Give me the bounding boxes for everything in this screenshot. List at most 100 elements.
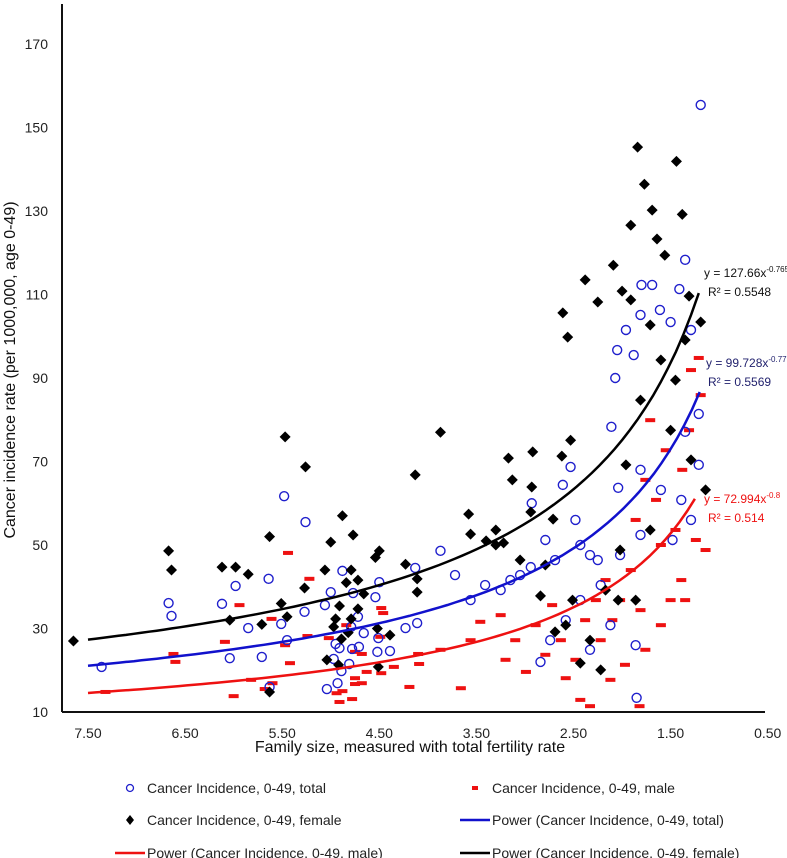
data-point-total: [384, 645, 396, 657]
data-point-total: [540, 534, 551, 546]
data-point-female: [685, 454, 697, 466]
legend-label: Power (Cancer Incidence, 0-49, female): [492, 845, 740, 858]
data-point-female: [400, 558, 412, 570]
data-point-total: [685, 514, 697, 526]
data-point-total: [353, 641, 365, 653]
data-point-female: [592, 296, 604, 308]
data-point-male: [350, 676, 361, 681]
data-point-female: [333, 600, 345, 612]
data-point-male: [356, 651, 367, 656]
data-point-total: [646, 279, 658, 291]
data-point-total: [243, 622, 254, 634]
data-point-male: [280, 643, 291, 648]
data-point-total: [372, 646, 383, 658]
data-point-male: [495, 613, 506, 618]
x-tick-label: 1.50: [657, 725, 684, 741]
data-point-female: [560, 619, 572, 631]
data-point-male: [640, 477, 651, 482]
data-point-total: [358, 627, 369, 639]
trendline-male: [87, 498, 696, 695]
data-point-total: [636, 279, 647, 291]
data-point-male: [547, 603, 558, 608]
equation-base: y = 72.994x: [704, 492, 766, 506]
data-point-male: [520, 669, 531, 674]
legend-diamond-icon: [85, 813, 145, 827]
data-point-female: [620, 459, 632, 471]
data-point-total: [695, 99, 706, 111]
legend-item: Cancer Incidence, 0-49, female: [85, 812, 342, 828]
data-point-female: [498, 537, 510, 549]
data-point-female: [676, 208, 688, 220]
data-point-total: [373, 632, 384, 644]
y-tick-label: 90: [32, 370, 48, 386]
x-tick-label: 2.50: [560, 725, 587, 741]
data-point-female: [281, 611, 293, 623]
data-point-total: [630, 640, 641, 651]
legend-label: Power (Cancer Incidence, 0-49, total): [492, 812, 724, 828]
data-point-female: [634, 394, 646, 406]
trendline-equation: y = 99.728x-0.771: [706, 355, 787, 370]
data-point-female: [549, 626, 561, 638]
data-point-female: [490, 524, 502, 536]
data-point-female: [352, 574, 364, 586]
data-point-total: [256, 651, 268, 663]
data-point-male: [228, 694, 239, 699]
data-point-female: [526, 481, 538, 493]
data-point-female: [465, 528, 477, 540]
data-point-total: [410, 562, 421, 574]
legend-item: Power (Cancer Incidence, 0-49, male): [85, 845, 383, 858]
data-point-total: [685, 324, 697, 336]
data-point-female: [565, 434, 577, 446]
data-point-female: [345, 613, 357, 625]
data-point-female: [67, 635, 79, 647]
data-point-total: [319, 599, 331, 611]
data-point-male: [660, 448, 671, 453]
data-point-total: [544, 634, 556, 646]
data-point-male: [655, 623, 666, 628]
data-point-female: [336, 510, 348, 522]
data-point-female: [700, 484, 712, 496]
data-point-total: [674, 283, 685, 295]
data-point-female: [325, 536, 337, 548]
data-point-female: [319, 564, 331, 576]
data-point-total: [606, 421, 617, 433]
y-tick-label: 170: [25, 36, 49, 52]
data-point-female: [625, 294, 637, 306]
data-point-female: [352, 603, 364, 615]
x-tick-label: 3.50: [463, 725, 490, 741]
data-point-male: [680, 598, 691, 603]
data-point-total: [575, 539, 586, 551]
data-point-male: [234, 603, 245, 608]
legend-label: Power (Cancer Incidence, 0-49, male): [147, 845, 383, 858]
data-point-female: [279, 431, 291, 443]
data-point-total: [276, 618, 287, 630]
data-point-total: [346, 643, 358, 655]
data-point-male: [580, 618, 591, 623]
data-point-female: [630, 594, 642, 606]
data-point-total: [526, 498, 537, 509]
legend-dash-icon: [430, 781, 490, 795]
data-point-total: [300, 516, 311, 528]
data-point-total: [612, 482, 624, 494]
y-tick-label: 50: [32, 537, 48, 553]
data-point-male: [676, 578, 687, 583]
legend-item: Cancer Incidence, 0-49, male: [430, 780, 675, 796]
data-point-total: [693, 459, 704, 471]
data-point-male: [690, 537, 701, 542]
y-tick-label: 150: [25, 120, 49, 136]
trendline-r-squared: R² = 0.514: [708, 511, 765, 525]
data-point-total: [479, 579, 491, 591]
data-point-male: [630, 517, 641, 522]
data-point-female: [330, 613, 342, 625]
data-point-total: [611, 344, 623, 356]
data-point-female: [659, 249, 671, 261]
data-point-total: [584, 644, 596, 655]
data-point-total: [557, 479, 569, 491]
legend-line-icon: [430, 813, 490, 827]
data-point-male: [640, 647, 651, 652]
data-point-male: [350, 682, 361, 687]
data-point-total: [370, 591, 381, 603]
y-tick-label: 70: [32, 454, 48, 470]
x-axis-label: Family size, measured with total fertili…: [255, 739, 565, 756]
